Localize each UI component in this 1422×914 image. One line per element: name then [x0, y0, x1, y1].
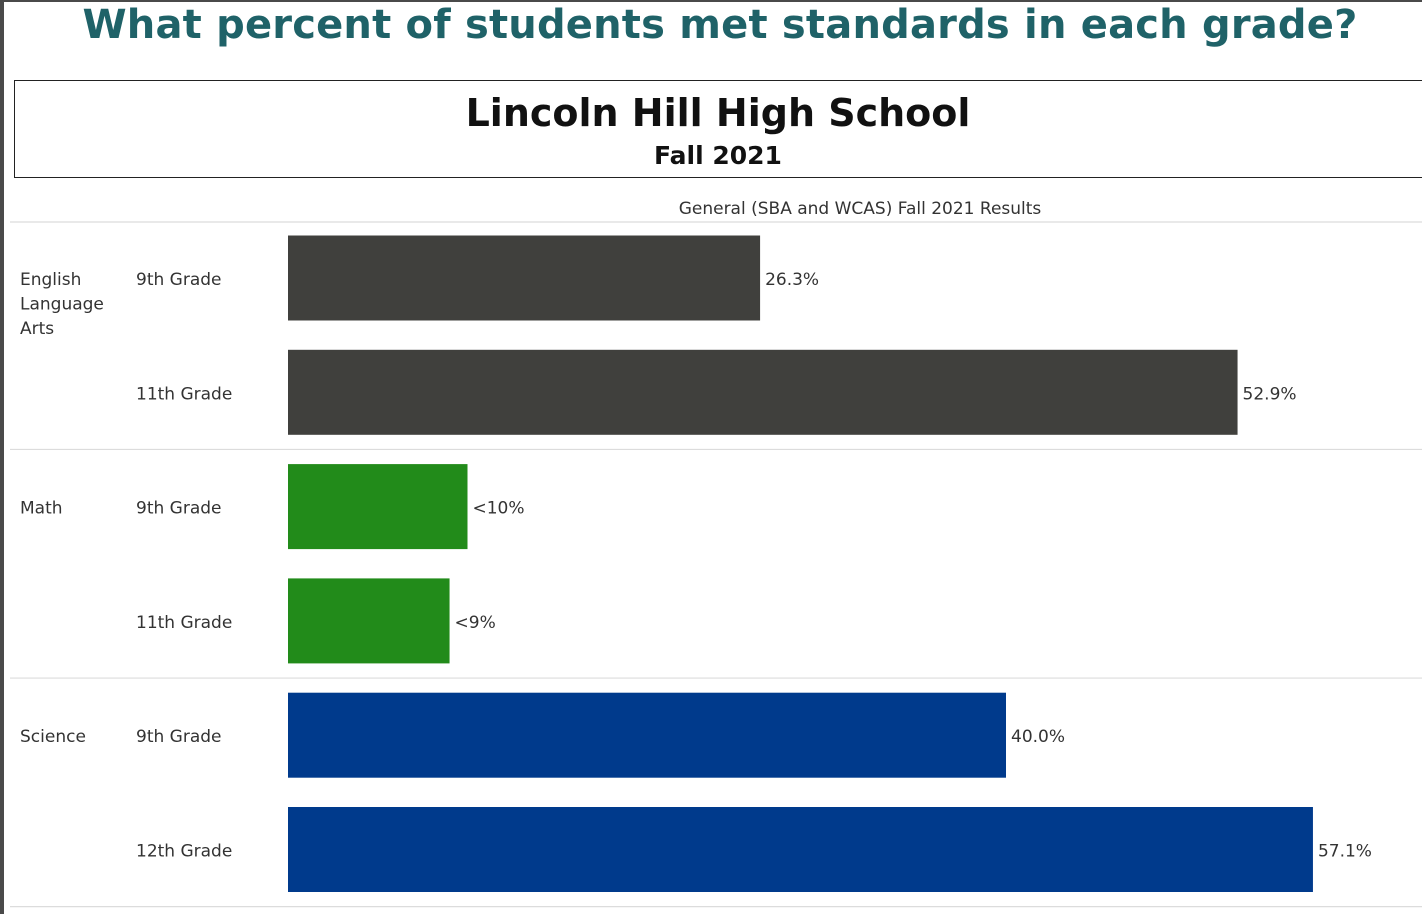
- data-label-math-9th-grade: <10%: [473, 499, 525, 519]
- group-label-english-language-arts-line-1: English: [20, 270, 81, 290]
- group-label-math-line-1: Math: [20, 499, 63, 519]
- group-label-english-language-arts-line-3: Arts: [20, 319, 54, 339]
- bar-english-language-arts-11th-grade: [288, 349, 1238, 435]
- group-label-science-line-1: Science: [20, 727, 86, 747]
- bar-science-12th-grade: [288, 807, 1313, 892]
- bar-math-11th-grade: [288, 578, 450, 664]
- chart-title: General (SBA and WCAS) Fall 2021 Results: [679, 199, 1042, 219]
- bar-english-language-arts-9th-grade: [288, 235, 761, 321]
- data-label-science-9th-grade: 40.0%: [1011, 727, 1065, 747]
- window-left-border: [0, 0, 4, 914]
- category-label-english-language-arts-9th-grade: 9th Grade: [136, 270, 222, 290]
- group-label-english-language-arts-line-2: Language: [20, 295, 104, 315]
- category-label-science-9th-grade: 9th Grade: [136, 727, 222, 747]
- data-label-science-12th-grade: 57.1%: [1318, 842, 1372, 862]
- category-label-math-11th-grade: 11th Grade: [136, 613, 232, 633]
- window-top-border: [0, 0, 1422, 2]
- bar-science-9th-grade: [288, 692, 1006, 778]
- data-label-english-language-arts-11th-grade: 52.9%: [1243, 384, 1297, 404]
- school-term: Fall 2021: [654, 141, 782, 170]
- school-name: Lincoln Hill High School: [465, 91, 971, 135]
- data-label-math-11th-grade: <9%: [455, 613, 496, 633]
- category-label-math-9th-grade: 9th Grade: [136, 499, 222, 519]
- bar-math-9th-grade: [288, 464, 468, 550]
- data-label-english-language-arts-9th-grade: 26.3%: [765, 270, 819, 290]
- page-title: What percent of students met standards i…: [82, 2, 1358, 48]
- school-header-card: Lincoln Hill High School Fall 2021: [14, 80, 1422, 178]
- category-label-english-language-arts-11th-grade: 11th Grade: [136, 384, 232, 404]
- category-label-science-12th-grade: 12th Grade: [136, 842, 232, 862]
